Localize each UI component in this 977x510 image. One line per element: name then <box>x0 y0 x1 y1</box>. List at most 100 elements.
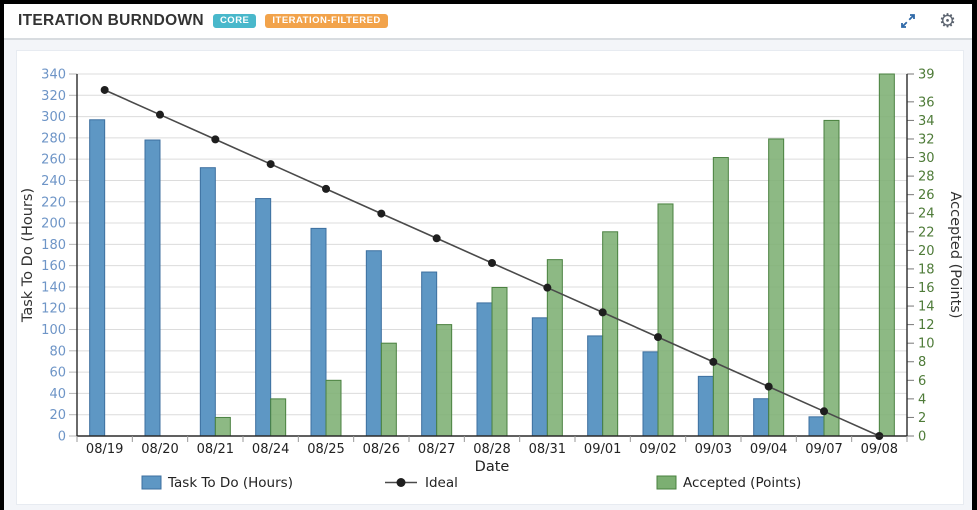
y-left-tick-label: 180 <box>41 238 66 253</box>
legend-ideal-label: Ideal <box>425 475 458 491</box>
x-tick-label: 08/28 <box>473 442 510 457</box>
x-tick-label: 08/31 <box>529 442 566 457</box>
ideal-point <box>709 357 718 366</box>
x-tick-label: 09/08 <box>861 442 898 457</box>
gear-icon[interactable]: ⚙ <box>938 9 956 32</box>
burndown-chart: 0204060801001201401601802002202402602803… <box>20 68 963 492</box>
legend-accepted-swatch <box>656 475 677 490</box>
chart-body: 0 20 40 60 80 100 120 140 160 180 200 220 240 260 280 3… <box>4 40 972 510</box>
ideal-point <box>377 209 386 218</box>
ideal-point <box>654 333 662 342</box>
legend-ideal-marker <box>396 478 406 487</box>
y-left-tick-label: 280 <box>41 131 66 146</box>
task-to-do-bar <box>144 139 161 437</box>
y-left-tick-label: 100 <box>41 323 66 338</box>
ideal-point <box>764 382 773 391</box>
task-to-do-bar <box>808 416 825 437</box>
x-tick-label: 08/20 <box>141 442 178 457</box>
ideal-point <box>543 283 552 292</box>
task-to-do-bar <box>310 227 327 437</box>
y-right-tick-label: 28 <box>918 170 935 185</box>
x-tick-label: 09/03 <box>695 442 732 457</box>
y-right-tick-label: 10 <box>918 337 935 352</box>
y-right-tick-label: 22 <box>918 225 935 240</box>
y-right-tick-label: 18 <box>918 262 935 277</box>
accepted-bar <box>712 157 729 437</box>
y-right-tick-label: 34 <box>918 114 935 129</box>
y-right-tick-label: 16 <box>918 281 935 296</box>
y-axis-left-title: Task To Do (Hours) <box>20 188 36 323</box>
ideal-point <box>432 234 441 243</box>
y-right-tick-label: 24 <box>918 207 935 222</box>
x-tick-label: 08/26 <box>363 442 400 457</box>
x-tick-label: 09/01 <box>584 442 621 457</box>
expand-icon[interactable] <box>899 12 917 30</box>
y-left-tick-label: 320 <box>41 89 66 104</box>
ideal-point <box>266 160 275 169</box>
accepted-bar <box>602 231 619 437</box>
accepted-bar <box>491 286 508 437</box>
y-right-tick-label: 8 <box>918 355 926 370</box>
y-left-tick-label: 140 <box>41 280 66 295</box>
ideal-point <box>488 258 496 267</box>
y-right-tick-label: 14 <box>918 300 935 315</box>
x-tick-label: 09/02 <box>639 442 676 457</box>
x-tick-label: 09/07 <box>805 442 842 457</box>
y-left-tick-label: 20 <box>49 408 66 423</box>
x-tick-label: 08/19 <box>86 442 123 457</box>
task-to-do-bar <box>642 351 659 437</box>
ideal-point <box>156 110 164 119</box>
ideal-point <box>100 85 109 94</box>
y-left-tick-label: 160 <box>41 259 66 274</box>
y-right-tick-label: 39 <box>918 68 935 83</box>
ideal-point <box>598 308 607 317</box>
accepted-bar <box>325 379 342 437</box>
task-to-do-bar <box>587 335 604 437</box>
legend-task-swatch <box>141 475 162 490</box>
legend-accepted[interactable]: Accepted (Points) <box>656 475 801 491</box>
y-left-tick-label: 300 <box>41 110 66 125</box>
task-to-do-bar <box>255 198 272 437</box>
y-left-tick-label: 120 <box>41 302 66 317</box>
ideal-point <box>820 407 828 416</box>
chart-panel: 0 20 40 60 80 100 120 140 160 180 200 220 240 260 280 3… <box>16 50 964 505</box>
accepted-bar <box>270 398 287 437</box>
y-left-tick-label: 60 <box>49 366 66 381</box>
y-right-tick-label: 32 <box>918 132 935 147</box>
x-tick-label: 08/24 <box>252 442 289 457</box>
y-right-tick-label: 0 <box>918 430 926 445</box>
accepted-bar <box>823 119 840 437</box>
panel-title: ITERATION BURNDOWN <box>18 12 204 29</box>
x-tick-label: 08/25 <box>307 442 344 457</box>
panel-header: ITERATION BURNDOWN CORE ITERATION-FILTER… <box>4 4 972 40</box>
legend-accepted-label: Accepted (Points) <box>683 475 801 491</box>
core-badge: CORE <box>212 13 257 29</box>
x-axis-title: Date <box>475 459 510 475</box>
legend-task-label: Task To Do (Hours) <box>167 475 293 491</box>
legend-task-to-do[interactable]: Task To Do (Hours) <box>141 475 293 491</box>
y-left-tick-label: 240 <box>41 174 66 189</box>
accepted-bar <box>380 342 397 437</box>
y-right-tick-label: 20 <box>918 244 935 259</box>
task-to-do-bar <box>199 167 216 437</box>
y-left-tick-label: 340 <box>41 68 66 83</box>
x-tick-label: 08/27 <box>418 442 455 457</box>
y-left-tick-label: 40 <box>49 387 66 402</box>
task-to-do-bar <box>89 119 106 437</box>
y-right-tick-label: 30 <box>918 151 935 166</box>
ideal-point <box>211 135 220 144</box>
y-axis-right-title: Accepted (Points) <box>947 191 963 318</box>
y-left-tick-label: 200 <box>41 217 66 232</box>
y-right-tick-label: 36 <box>918 95 935 110</box>
x-tick-label: 09/04 <box>750 442 787 457</box>
x-tick-label: 08/21 <box>197 442 234 457</box>
accepted-bar <box>214 416 231 437</box>
task-to-do-bar <box>476 302 493 437</box>
y-left-tick-label: 80 <box>49 344 66 359</box>
legend-ideal[interactable]: Ideal <box>385 475 458 491</box>
y-right-tick-label: 4 <box>918 392 926 407</box>
task-to-do-bar <box>421 271 438 437</box>
accepted-bar <box>878 73 895 437</box>
y-right-tick-label: 6 <box>918 374 926 389</box>
